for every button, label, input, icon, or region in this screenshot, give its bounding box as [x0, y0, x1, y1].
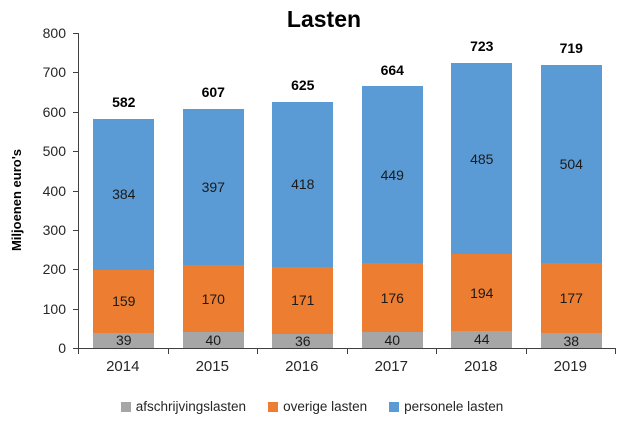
bar-segment: 40 — [182, 332, 244, 348]
y-tick-label: 600 — [42, 103, 66, 120]
bar-segment: 177 — [540, 263, 602, 334]
bar-group: 39 159 384 582 — [79, 33, 169, 348]
bar-segment: 194 — [451, 254, 513, 331]
bar-group: 36 171 418 625 — [258, 33, 348, 349]
chart-title: Lasten — [286, 6, 362, 32]
plot-area: 39 159 384 582 40 170 397 607 36 171 418 625 40 176 44… — [78, 33, 616, 349]
y-tick-label: 500 — [42, 143, 66, 160]
x-tick-label: 2017 — [374, 358, 408, 375]
bar-segment: 485 — [451, 63, 513, 255]
legend-item: personele lasten — [389, 399, 503, 414]
y-tick-label: 0 — [58, 340, 66, 356]
x-tick-mark — [167, 349, 169, 354]
x-tick-label: 2014 — [106, 358, 140, 375]
bar-segment: 171 — [272, 266, 334, 334]
y-tick-label: 800 — [42, 25, 66, 41]
x-tick-mark — [615, 349, 616, 354]
y-tick-mark — [73, 72, 78, 73]
y-tick-mark — [73, 191, 78, 192]
bar-segment: 39 — [93, 332, 155, 348]
bar-total-label: 607 — [201, 84, 225, 100]
bar-group: 38 177 504 719 — [527, 33, 617, 349]
bar-total-label: 664 — [380, 61, 404, 78]
x-tick-label: 2016 — [285, 358, 319, 375]
y-tick-label: 300 — [42, 221, 66, 238]
bar-segment: 384 — [93, 118, 155, 271]
y-tick-mark — [73, 151, 78, 152]
y-tick-label: 700 — [42, 64, 66, 81]
y-tick-mark — [73, 33, 78, 34]
y-tick-mark — [73, 309, 78, 310]
legend-item-label: afschrijvingslasten — [135, 399, 247, 414]
bar-segment: 418 — [272, 101, 334, 267]
x-tick-mark — [525, 349, 527, 354]
legend-swatch-icon — [268, 401, 279, 412]
legend-item: overige lasten — [268, 399, 367, 414]
bar-group: 40 176 449 664 — [348, 33, 438, 348]
y-tick-label: 100 — [42, 300, 66, 317]
bar-segment: 40 — [361, 332, 423, 348]
bar-total-label: 719 — [559, 39, 583, 56]
bar-segment: 38 — [540, 333, 602, 349]
y-tick-mark — [73, 348, 78, 349]
bar-total-label: 625 — [291, 76, 315, 93]
bar-segment: 397 — [182, 109, 244, 266]
bar-segment: 176 — [361, 262, 423, 333]
bar-group: 44 194 485 723 — [437, 33, 527, 348]
legend-item-label: overige lasten — [283, 399, 368, 414]
legend-swatch-icon — [120, 401, 131, 412]
bar-total-label: 582 — [112, 93, 136, 110]
bar-segment: 36 — [272, 333, 334, 349]
bar-group: 40 170 397 607 — [169, 33, 259, 348]
x-tick-mark — [436, 349, 437, 354]
x-tick-mark — [257, 349, 258, 354]
x-tick-label: 2019 — [553, 358, 587, 375]
legend-swatch-icon — [389, 401, 400, 412]
x-tick-label: 2015 — [195, 358, 229, 375]
bar-segment: 504 — [540, 64, 602, 264]
y-tick-label: 400 — [42, 182, 66, 199]
legend-item-label: personele lasten — [404, 399, 504, 414]
x-tick-mark — [78, 349, 79, 354]
y-tick-mark — [73, 112, 78, 113]
bar-segment: 170 — [182, 265, 244, 333]
x-tick-mark — [346, 349, 348, 354]
y-tick-mark — [73, 269, 78, 270]
legend: afschrijvingslasten overige lasten persone… — [0, 399, 624, 414]
bar-segment: 449 — [361, 86, 423, 263]
bar-total-label: 723 — [470, 38, 494, 55]
bar-segment: 159 — [93, 270, 155, 333]
x-tick-label: 2018 — [464, 358, 498, 375]
y-tick-mark — [73, 230, 78, 231]
y-tick-label: 200 — [42, 261, 66, 278]
legend-item: afschrijvingslasten — [120, 399, 247, 414]
bar-segment: 44 — [451, 330, 513, 348]
